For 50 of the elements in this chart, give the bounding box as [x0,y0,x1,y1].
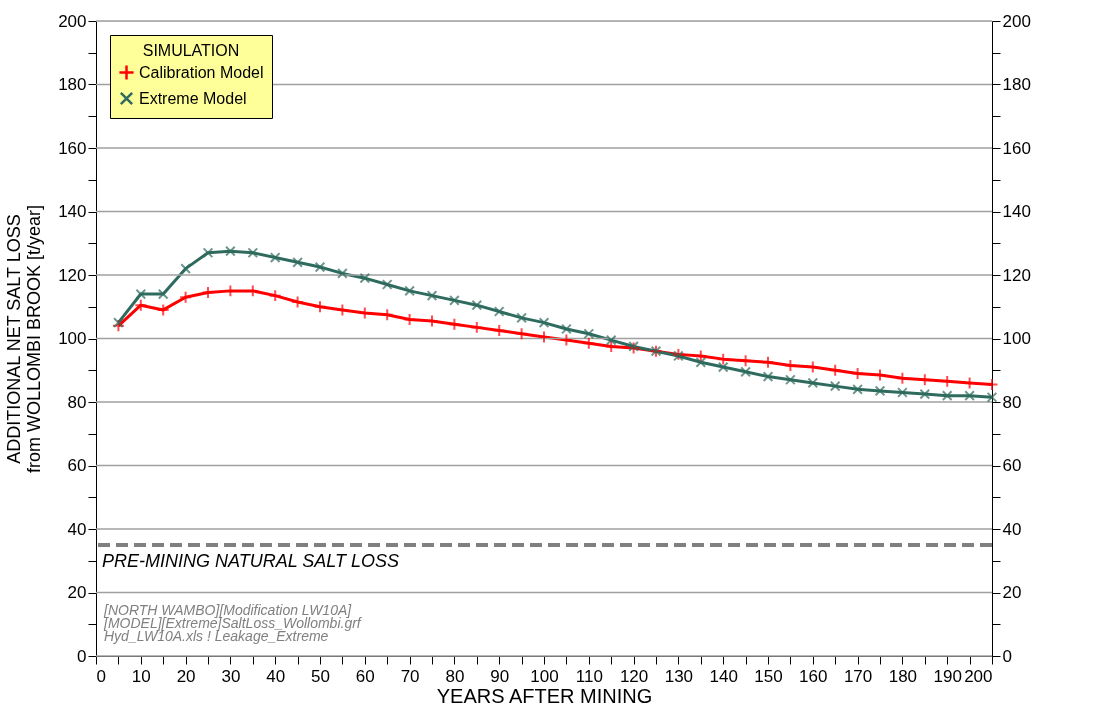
x-tick-label: 20 [176,666,196,686]
y-tick-label: 80 [67,392,87,412]
y2-tick-label: 160 [1002,138,1031,158]
x-tick-label: 40 [266,666,286,686]
legend-label: Extreme Model [139,89,247,107]
x-tick-label: 80 [445,666,465,686]
x-tick-label: 50 [311,666,330,686]
x-tick-label: 60 [355,666,375,686]
y-tick-label: 60 [67,456,87,475]
x-tick-label: 140 [709,666,738,686]
y-tick-label: 20 [67,583,87,602]
x-tick-label: 130 [664,666,694,686]
x-tick-label: 120 [619,666,649,686]
y-tick-label: 40 [67,519,87,539]
ref-line-label: PRE-MINING NATURAL SALT LOSS [102,550,400,571]
x-tick-label: 160 [799,666,828,686]
x-tick-label: 200 [964,666,993,686]
y2-tick-label: 20 [1002,583,1022,602]
y-tick-label: 100 [58,329,87,348]
y2-tick-label: 60 [1002,456,1022,475]
y2-tick-label: 0 [1002,646,1012,666]
y-tick-label: 180 [58,75,87,94]
x-tick-label: 190 [933,666,962,686]
y2-tick-label: 180 [1002,75,1031,94]
y-tick-label: 140 [58,202,87,221]
y2-tick-label: 120 [1002,265,1031,285]
annotation: [NORTH WAMBO][Modification LW10A] [103,601,353,618]
y2-tick-label: 140 [1002,202,1031,221]
y-axis-title: ADDITIONAL NET SALT LOSS from WOLLOMBI BROOK [t/year] [4,204,45,474]
y2-tick-label: 100 [1002,329,1031,348]
x-tick-label: 10 [131,666,151,686]
x-tick-label: 150 [754,666,783,686]
y2-tick-label: 40 [1002,519,1022,539]
x-tick-label: 70 [400,666,420,686]
y2-tick-label: 200 [1002,11,1031,31]
x-tick-label: 110 [575,666,603,686]
x-tick-label: 30 [221,666,241,686]
y-tick-label: 200 [58,11,87,31]
legend-title: SIMULATION [142,42,240,59]
y2-tick-label: 80 [1002,392,1022,412]
x-tick-label: 170 [843,666,873,686]
x-tick-label: 0 [96,666,106,686]
legend-label: Calibration Model [139,63,264,81]
x-tick-label: 90 [490,666,510,686]
x-axis-title: YEARS AFTER MINING [436,684,653,707]
y-tick-label: 0 [77,646,87,666]
x-tick-label: 180 [888,666,918,686]
y-tick-label: 120 [58,265,87,285]
x-tick-label: 100 [530,666,559,686]
y-tick-label: 160 [58,138,87,158]
